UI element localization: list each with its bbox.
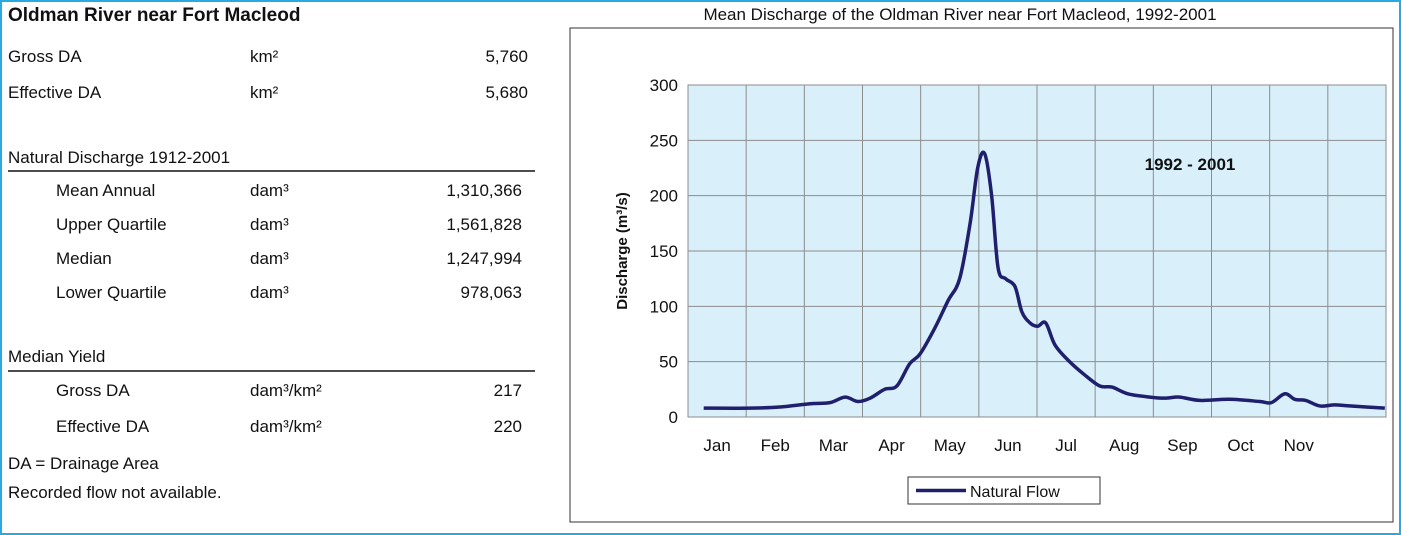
row-label: Mean Annual [56, 181, 155, 200]
y-tick-label: 300 [650, 76, 678, 95]
row-unit: dam³/km² [250, 381, 322, 400]
row-label: Gross DA [56, 381, 130, 400]
row-unit: dam³ [250, 283, 289, 302]
legend-label: Natural Flow [970, 484, 1060, 501]
row-label: Effective DA [56, 417, 150, 436]
y-tick-label: 150 [650, 242, 678, 261]
chart-title: Mean Discharge of the Oldman River near … [703, 5, 1216, 24]
note: Recorded flow not available. [8, 483, 222, 502]
x-tick-label: May [934, 436, 967, 455]
y-axis-label: Discharge (m³/s) [614, 192, 631, 310]
row-value: 1,247,994 [446, 249, 522, 268]
x-tick-label: Jun [994, 436, 1021, 455]
row-unit: km² [250, 47, 279, 66]
x-tick-label: Aug [1109, 436, 1139, 455]
x-tick-label: Oct [1227, 436, 1254, 455]
section-heading: Natural Discharge 1912-2001 [8, 148, 230, 167]
row-label: Lower Quartile [56, 283, 167, 302]
y-tick-label: 50 [659, 353, 678, 372]
row-unit: km² [250, 83, 279, 102]
x-tick-label: Mar [819, 436, 849, 455]
x-tick-label: Nov [1284, 436, 1315, 455]
annotation: 1992 - 2001 [1145, 155, 1236, 174]
y-tick-label: 0 [669, 408, 678, 427]
x-tick-label: Feb [761, 436, 790, 455]
station-title: Oldman River near Fort Macleod [8, 5, 300, 26]
row-unit: dam³ [250, 215, 289, 234]
x-tick-label: Jul [1055, 436, 1077, 455]
row-value: 217 [494, 381, 522, 400]
x-tick-label: Sep [1167, 436, 1197, 455]
x-tick-label: Apr [878, 436, 905, 455]
row-value: 1,310,366 [446, 181, 522, 200]
row-value: 978,063 [461, 283, 522, 302]
y-tick-label: 100 [650, 297, 678, 316]
row-label: Median [56, 249, 112, 268]
row-label: Effective DA [8, 83, 102, 102]
y-tick-label: 250 [650, 131, 678, 150]
note: DA = Drainage Area [8, 454, 159, 473]
row-label: Upper Quartile [56, 215, 167, 234]
row-label: Gross DA [8, 47, 82, 66]
x-tick-label: Jan [703, 436, 730, 455]
data-line [703, 150, 1385, 410]
row-value: 220 [494, 417, 522, 436]
y-tick-label: 200 [650, 187, 678, 206]
row-value: 1,561,828 [446, 215, 522, 234]
row-unit: dam³ [250, 249, 289, 268]
section-heading: Median Yield [8, 347, 105, 366]
row-value: 5,680 [485, 83, 528, 102]
row-unit: dam³ [250, 181, 289, 200]
row-value: 5,760 [485, 47, 528, 66]
row-unit: dam³/km² [250, 417, 322, 436]
